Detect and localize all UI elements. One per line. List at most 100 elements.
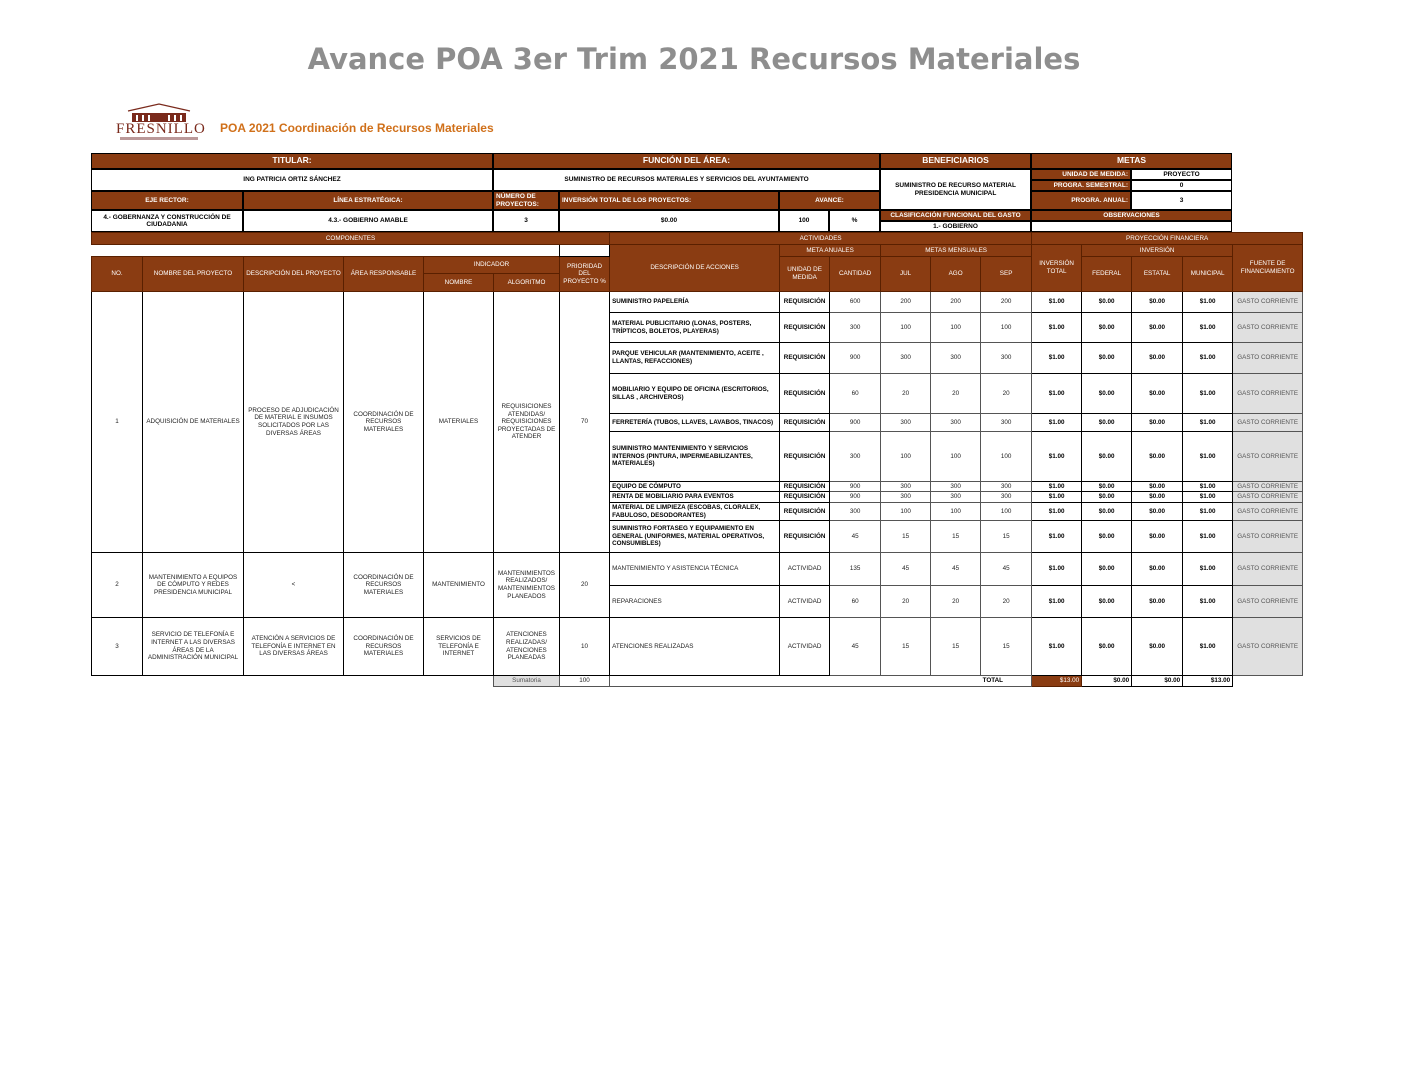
- project-name: ADQUISICIÓN DE MATERIALES: [142, 291, 244, 553]
- meta-anuales-header: META ANUALES: [779, 244, 882, 257]
- project-priority: 20: [558, 552, 611, 618]
- action-sep: 20: [980, 373, 1033, 414]
- action-unit: REQUISICIÓN: [779, 413, 831, 432]
- action-jul: 300: [880, 342, 932, 374]
- investment-estatal: $0.00: [1131, 413, 1184, 432]
- project-description: <: [243, 552, 344, 618]
- action-description: SUMINISTRO FORTASEG Y EQUIPAMIENTO EN GE…: [609, 520, 781, 553]
- investment-municipal: $1.00: [1182, 491, 1234, 503]
- project-number: 1: [91, 291, 143, 553]
- investment-estatal: $0.00: [1131, 291, 1184, 313]
- investment-total: $1.00: [1031, 291, 1083, 313]
- action-ago: 100: [930, 312, 982, 343]
- project-priority: 70: [558, 291, 611, 553]
- investment-municipal: $1.00: [1182, 373, 1234, 414]
- no-header: NO.: [91, 256, 143, 292]
- investment-federal: $0.00: [1081, 617, 1133, 676]
- investment-federal: $0.00: [1081, 491, 1133, 503]
- action-ago: 100: [930, 502, 982, 521]
- ind-nombre-header: NOMBRE: [423, 273, 494, 292]
- action-cantidad: 300: [829, 312, 882, 343]
- total-value: $13.00: [1031, 675, 1083, 687]
- action-jul: 100: [880, 502, 932, 521]
- clasificacion-label: CLASIFICACIÓN FUNCIONAL DEL GASTO: [880, 210, 1031, 221]
- investment-municipal: $1.00: [1182, 431, 1234, 482]
- table-row: SUMINISTRO FORTASEG Y EQUIPAMIENTO EN GE…: [92, 520, 1304, 553]
- project-priority: 10: [558, 617, 611, 676]
- action-unit: REQUISICIÓN: [779, 431, 831, 482]
- action-cantidad: 900: [829, 491, 882, 503]
- investment-estatal: $0.00: [1131, 552, 1184, 586]
- action-ago: 300: [930, 413, 982, 432]
- responsible-area: COORDINACIÓN DE RECURSOS MATERIALES: [343, 552, 424, 618]
- indicator-name: MANTENIMIENTO: [423, 552, 494, 618]
- table-row: FERRETERÍA (TUBOS, LLAVES, LAVABOS, TINA…: [92, 413, 1304, 432]
- numero-proyectos-label: NÚMERO DE PROYECTOS:: [493, 191, 559, 210]
- action-description: SUMINISTRO MANTENIMIENTO Y SERVICIOS INT…: [609, 431, 781, 482]
- action-ago: 100: [930, 431, 982, 482]
- action-description: PARQUE VEHICULAR (MANTENIMIENTO, ACEITE …: [609, 342, 781, 374]
- action-cantidad: 60: [829, 373, 882, 414]
- investment-estatal: $0.00: [1131, 373, 1184, 414]
- anual-value: 3: [1131, 191, 1232, 210]
- building-icon: [127, 103, 191, 122]
- investment-federal: $0.00: [1081, 312, 1133, 343]
- investment-estatal: $0.00: [1131, 585, 1184, 618]
- table-row: MOBILIARIO Y EQUIPO DE OFICINA (ESCRITOR…: [92, 373, 1304, 414]
- action-jul: 45: [880, 552, 932, 586]
- funding-source: GASTO CORRIENTE: [1232, 373, 1304, 414]
- funding-source: GASTO CORRIENTE: [1232, 431, 1304, 482]
- action-cantidad: 900: [829, 413, 882, 432]
- action-ago: 300: [930, 481, 982, 492]
- indicator-name: SERVICIOS DE TELEFONÍA E INTERNET: [423, 617, 494, 676]
- municipal-header: MUNICIPAL: [1182, 256, 1234, 292]
- action-ago: 15: [930, 617, 982, 676]
- investment-estatal: $0.00: [1131, 431, 1184, 482]
- spacer: [91, 675, 494, 687]
- action-description: SUMINISTRO PAPELERÍA: [609, 291, 781, 313]
- action-cantidad: 60: [829, 585, 882, 618]
- proyeccion-header: PROYECCIÓN FINANCIERA: [1031, 232, 1304, 245]
- investment-total: $1.00: [1031, 481, 1083, 492]
- avance-unit: %: [829, 210, 880, 232]
- action-ago: 300: [930, 491, 982, 503]
- action-cantidad: 900: [829, 342, 882, 374]
- action-cantidad: 300: [829, 502, 882, 521]
- responsible-area: COORDINACIÓN DE RECURSOS MATERIALES: [343, 291, 424, 553]
- investment-total: $1.00: [1031, 502, 1083, 521]
- actividades-header: ACTIVIDADES: [609, 232, 1033, 245]
- investment-federal: $0.00: [1081, 552, 1133, 586]
- action-jul: 200: [880, 291, 932, 313]
- funding-source: GASTO CORRIENTE: [1232, 552, 1304, 586]
- investment-total: $1.00: [1031, 520, 1083, 553]
- investment-municipal: $1.00: [1182, 312, 1234, 343]
- action-sep: 100: [980, 312, 1033, 343]
- action-unit: REQUISICIÓN: [779, 312, 831, 343]
- spacer: [91, 244, 560, 257]
- investment-municipal: $1.00: [1182, 481, 1234, 492]
- funding-source: GASTO CORRIENTE: [1232, 291, 1304, 313]
- action-ago: 15: [930, 520, 982, 553]
- action-cantidad: 300: [829, 431, 882, 482]
- sumatoria-label: Sumatoria: [493, 675, 560, 687]
- action-sep: 300: [980, 491, 1033, 503]
- funding-source: GASTO CORRIENTE: [1232, 502, 1304, 521]
- project-name: MANTENIMIENTO A EQUIPOS DE CÓMPUTO Y RED…: [142, 552, 244, 618]
- action-jul: 100: [880, 312, 932, 343]
- action-description: REPARACIONES: [609, 585, 781, 618]
- anual-label: PROGRA. ANUAL:: [1031, 191, 1131, 210]
- action-unit: REQUISICIÓN: [779, 491, 831, 503]
- action-jul: 100: [880, 431, 932, 482]
- investment-municipal: $1.00: [1182, 502, 1234, 521]
- metas-mensuales-header: METAS MENSUALES: [880, 244, 1033, 257]
- investment-municipal: $1.00: [1182, 617, 1234, 676]
- investment-federal: $0.00: [1081, 520, 1133, 553]
- project-description: PROCESO DE ADJUDICACIÓN DE MATERIAL E IN…: [243, 291, 344, 553]
- investment-estatal: $0.00: [1131, 312, 1184, 343]
- investment-estatal: $0.00: [1131, 617, 1184, 676]
- fuente-header: FUENTE DE FINANCIAMIENTO: [1232, 244, 1304, 292]
- investment-estatal: $0.00: [1131, 481, 1184, 492]
- action-sep: 300: [980, 413, 1033, 432]
- investment-estatal: $0.00: [1131, 342, 1184, 374]
- unidad-header: UNIDAD DE MEDIDA: [779, 256, 831, 292]
